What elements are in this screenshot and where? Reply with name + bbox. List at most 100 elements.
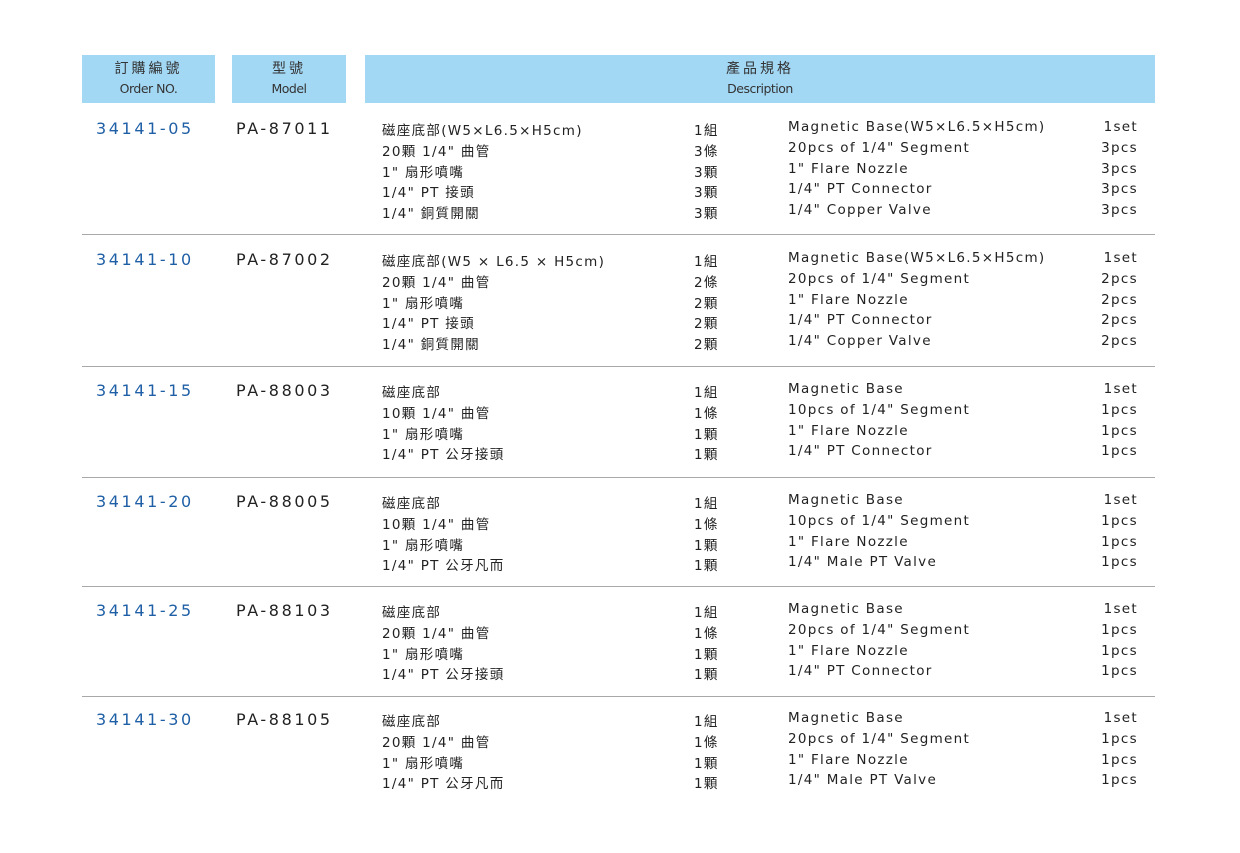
item-description-en: 1" Flare Nozzle — [788, 533, 909, 550]
item-quantity-en: 2pcs — [1101, 291, 1138, 308]
item-row: 1" 扇形噴嘴 2顆 1" Flare Nozzle 2pcs — [82, 292, 1155, 313]
item-description-en: 20pcs of 1/4" Segment — [788, 139, 971, 156]
item-row: 1/4" PT 公牙凡而 1顆 1/4" Male PT Valve 1pcs — [82, 554, 1155, 575]
header-description-en: Description — [727, 81, 793, 96]
item-quantity-en: 1pcs — [1101, 401, 1138, 418]
item-description-en: 1/4" Male PT Valve — [788, 772, 938, 789]
item-description-cn: 1" 扇形噴嘴 — [382, 295, 465, 312]
item-description-en: 1/4" Copper Valve — [788, 202, 932, 219]
order-number: 34141-25 — [96, 601, 194, 620]
item-row: 1/4" 銅質開關 2顆 1/4" Copper Valve 2pcs — [82, 333, 1155, 354]
item-quantity-cn: 1組 — [694, 496, 719, 512]
item-quantity-cn: 1組 — [694, 254, 719, 270]
item-quantity-cn: 1條 — [694, 516, 719, 533]
item-row: 1" 扇形噴嘴 1顆 1" Flare Nozzle 1pcs — [82, 423, 1155, 444]
header-model-en: Model — [271, 81, 307, 96]
item-quantity-cn: 1條 — [694, 734, 719, 751]
item-row: 1/4" PT 公牙接頭 1顆 1/4" PT Connector 1pcs — [82, 443, 1155, 464]
item-description-cn: 1/4" PT 公牙接頭 — [382, 447, 505, 464]
order-number: 34141-10 — [96, 250, 194, 269]
header-model-cn: 型號 — [272, 61, 306, 77]
model-number: PA-88105 — [236, 710, 333, 729]
item-quantity-en: 3pcs — [1101, 202, 1138, 219]
item-description-en: 1" Flare Nozzle — [788, 291, 909, 308]
item-quantity-en: 3pcs — [1101, 181, 1138, 198]
item-quantity-cn: 1組 — [694, 605, 719, 621]
row-divider — [82, 696, 1155, 697]
item-description-en: 1" Flare Nozzle — [788, 422, 909, 439]
item-quantity-cn: 2條 — [694, 274, 719, 291]
item-description-cn: 1/4" PT 公牙凡而 — [382, 558, 505, 575]
item-description-en: Magnetic Base(W5×L6.5×H5cm) — [788, 250, 1046, 266]
header-order-no: 訂購編號 Order NO. — [82, 55, 215, 103]
item-description-cn: 20顆 1/4" 曲管 — [382, 734, 491, 751]
item-row: 磁座底部 1組 Magnetic Base 1set — [82, 492, 1155, 513]
item-description-en: Magnetic Base — [788, 710, 904, 726]
item-description-en: 10pcs of 1/4" Segment — [788, 512, 971, 529]
item-quantity-cn: 1組 — [694, 714, 719, 730]
item-quantity-en: 1set — [1103, 492, 1138, 508]
item-description-cn: 磁座底部(W5×L6.5×H5cm) — [382, 123, 583, 139]
item-row: 1" 扇形噴嘴 1顆 1" Flare Nozzle 1pcs — [82, 752, 1155, 773]
item-row: 磁座底部 1組 Magnetic Base 1set — [82, 381, 1155, 402]
item-quantity-en: 1set — [1103, 710, 1138, 726]
item-row: 10顆 1/4" 曲管 1條 10pcs of 1/4" Segment 1pcs — [82, 402, 1155, 423]
item-row: 1/4" 銅質開關 3顆 1/4" Copper Valve 3pcs — [82, 202, 1155, 223]
item-description-cn: 磁座底部 — [382, 605, 442, 621]
item-description-en: 20pcs of 1/4" Segment — [788, 270, 971, 287]
item-row: 20顆 1/4" 曲管 1條 20pcs of 1/4" Segment 1pcs — [82, 622, 1155, 643]
model-number: PA-87002 — [236, 250, 333, 269]
item-quantity-cn: 1顆 — [694, 646, 719, 663]
order-number: 34141-15 — [96, 381, 194, 400]
item-description-cn: 20顆 1/4" 曲管 — [382, 625, 491, 642]
item-quantity-en: 1pcs — [1101, 642, 1138, 659]
item-quantity-cn: 1條 — [694, 625, 719, 642]
item-description-en: Magnetic Base — [788, 381, 904, 397]
row-divider — [82, 477, 1155, 478]
item-description-cn: 磁座底部 — [382, 385, 442, 401]
item-quantity-cn: 1顆 — [694, 667, 719, 684]
item-description-cn: 1/4" 銅質開關 — [382, 206, 480, 223]
item-description-cn: 10顆 1/4" 曲管 — [382, 516, 491, 533]
item-row: 磁座底部(W5×L6.5×H5cm) 1組 Magnetic Base(W5×L6.… — [82, 119, 1155, 140]
order-number: 34141-05 — [96, 119, 194, 138]
item-description-cn: 磁座底部(W5 × L6.5 × H5cm) — [382, 254, 606, 270]
item-row: 1/4" PT 接頭 3顆 1/4" PT Connector 3pcs — [82, 181, 1155, 202]
item-quantity-en: 1set — [1103, 381, 1138, 397]
item-description-en: 1/4" Copper Valve — [788, 333, 932, 350]
item-quantity-cn: 1條 — [694, 405, 719, 422]
item-description-cn: 1" 扇形噴嘴 — [382, 164, 465, 181]
item-description-en: 1" Flare Nozzle — [788, 160, 909, 177]
item-row: 1" 扇形噴嘴 1顆 1" Flare Nozzle 1pcs — [82, 534, 1155, 555]
item-description-en: Magnetic Base — [788, 492, 904, 508]
item-quantity-en: 1pcs — [1101, 621, 1138, 638]
item-description-cn: 1/4" 銅質開關 — [382, 337, 480, 354]
item-description-cn: 1/4" PT 接頭 — [382, 185, 475, 202]
order-number: 34141-20 — [96, 492, 194, 511]
item-description-cn: 1/4" PT 接頭 — [382, 316, 475, 333]
item-row: 10顆 1/4" 曲管 1條 10pcs of 1/4" Segment 1pcs — [82, 513, 1155, 534]
item-description-cn: 10顆 1/4" 曲管 — [382, 405, 491, 422]
item-quantity-cn: 3條 — [694, 143, 719, 160]
item-description-en: 1/4" Male PT Valve — [788, 554, 938, 571]
item-row: 1/4" PT 公牙凡而 1顆 1/4" Male PT Valve 1pcs — [82, 772, 1155, 793]
item-row: 20顆 1/4" 曲管 3條 20pcs of 1/4" Segment 3pcs — [82, 140, 1155, 161]
item-description-en: 1" Flare Nozzle — [788, 751, 909, 768]
item-quantity-en: 1pcs — [1101, 512, 1138, 529]
item-quantity-cn: 1顆 — [694, 426, 719, 443]
header-description: 產品規格 Description — [365, 55, 1155, 103]
item-description-en: 20pcs of 1/4" Segment — [788, 730, 971, 747]
item-description-cn: 1" 扇形噴嘴 — [382, 646, 465, 663]
item-quantity-en: 3pcs — [1101, 160, 1138, 177]
item-description-cn: 磁座底部 — [382, 714, 442, 730]
model-number: PA-88003 — [236, 381, 333, 400]
row-divider — [82, 586, 1155, 587]
item-quantity-cn: 1顆 — [694, 447, 719, 464]
item-quantity-cn: 1顆 — [694, 776, 719, 793]
item-row: 磁座底部 1組 Magnetic Base 1set — [82, 710, 1155, 731]
item-description-cn: 1" 扇形噴嘴 — [382, 426, 465, 443]
header-order-en: Order NO. — [119, 81, 178, 96]
item-quantity-en: 1set — [1103, 250, 1138, 266]
item-quantity-cn: 3顆 — [694, 206, 719, 223]
item-description-cn: 1/4" PT 公牙凡而 — [382, 776, 505, 793]
